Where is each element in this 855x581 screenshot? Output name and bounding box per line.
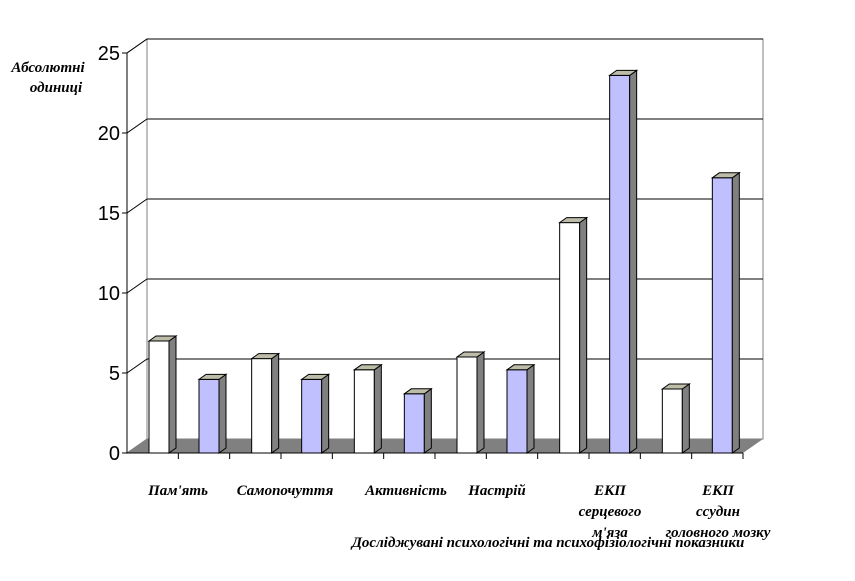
gridline-side: [126, 358, 148, 374]
gridline-side: [126, 38, 148, 54]
bar-series-2-2: [300, 373, 331, 454]
y-tick-label: 0: [109, 443, 120, 465]
chart-back-wall: [146, 38, 764, 440]
bars: [147, 69, 741, 454]
gridlines: [126, 38, 763, 374]
bar-series-2-1: [197, 373, 228, 454]
x-tick-label: Настрій: [467, 483, 526, 499]
bar-series-1-2: [250, 352, 281, 454]
chart-side-wall: [126, 38, 148, 454]
y-tick-label: 25: [98, 43, 120, 65]
y-tick-label: 15: [98, 203, 120, 225]
y-tick-label: 20: [98, 123, 120, 145]
bar-series-1-1: [147, 335, 178, 454]
y-axis-label-line-2: одиниці: [30, 80, 83, 96]
bar-series-1-6: [660, 383, 691, 454]
x-tick-label: Активність: [364, 483, 447, 499]
gridline-side: [126, 278, 148, 294]
bar-series-2-4: [505, 363, 536, 454]
bar-series-2-6: [710, 171, 741, 454]
bar-series-1-5: [558, 216, 589, 454]
x-tick-label: Пам'ять: [147, 483, 208, 499]
bar-series-2-3: [402, 387, 433, 454]
bar-series-2-5: [608, 69, 639, 454]
y-tick-label: 5: [109, 363, 120, 385]
gridline-side: [126, 198, 148, 214]
chart-floor: [127, 439, 763, 453]
x-tick-label: ЕКП ссудин головного мозку: [666, 483, 771, 541]
x-axis-label: Досліджувані психологічні та психофізіол…: [350, 535, 745, 551]
x-tick-label: Самопочуття: [237, 483, 334, 499]
bar-series-1-3: [352, 363, 383, 454]
bar-series-1-4: [455, 351, 486, 454]
y-tick-label: 10: [98, 283, 120, 305]
x-tick-label: ЕКП серцевого м'яза: [579, 483, 642, 541]
gridline-side: [126, 118, 148, 134]
category-labels: Пам'ять Самопочуття Активність Настрій ЕКП се…: [147, 453, 771, 541]
chart-walls: [126, 38, 764, 454]
y-axis-label-line-1: Абсолютні: [10, 60, 85, 76]
